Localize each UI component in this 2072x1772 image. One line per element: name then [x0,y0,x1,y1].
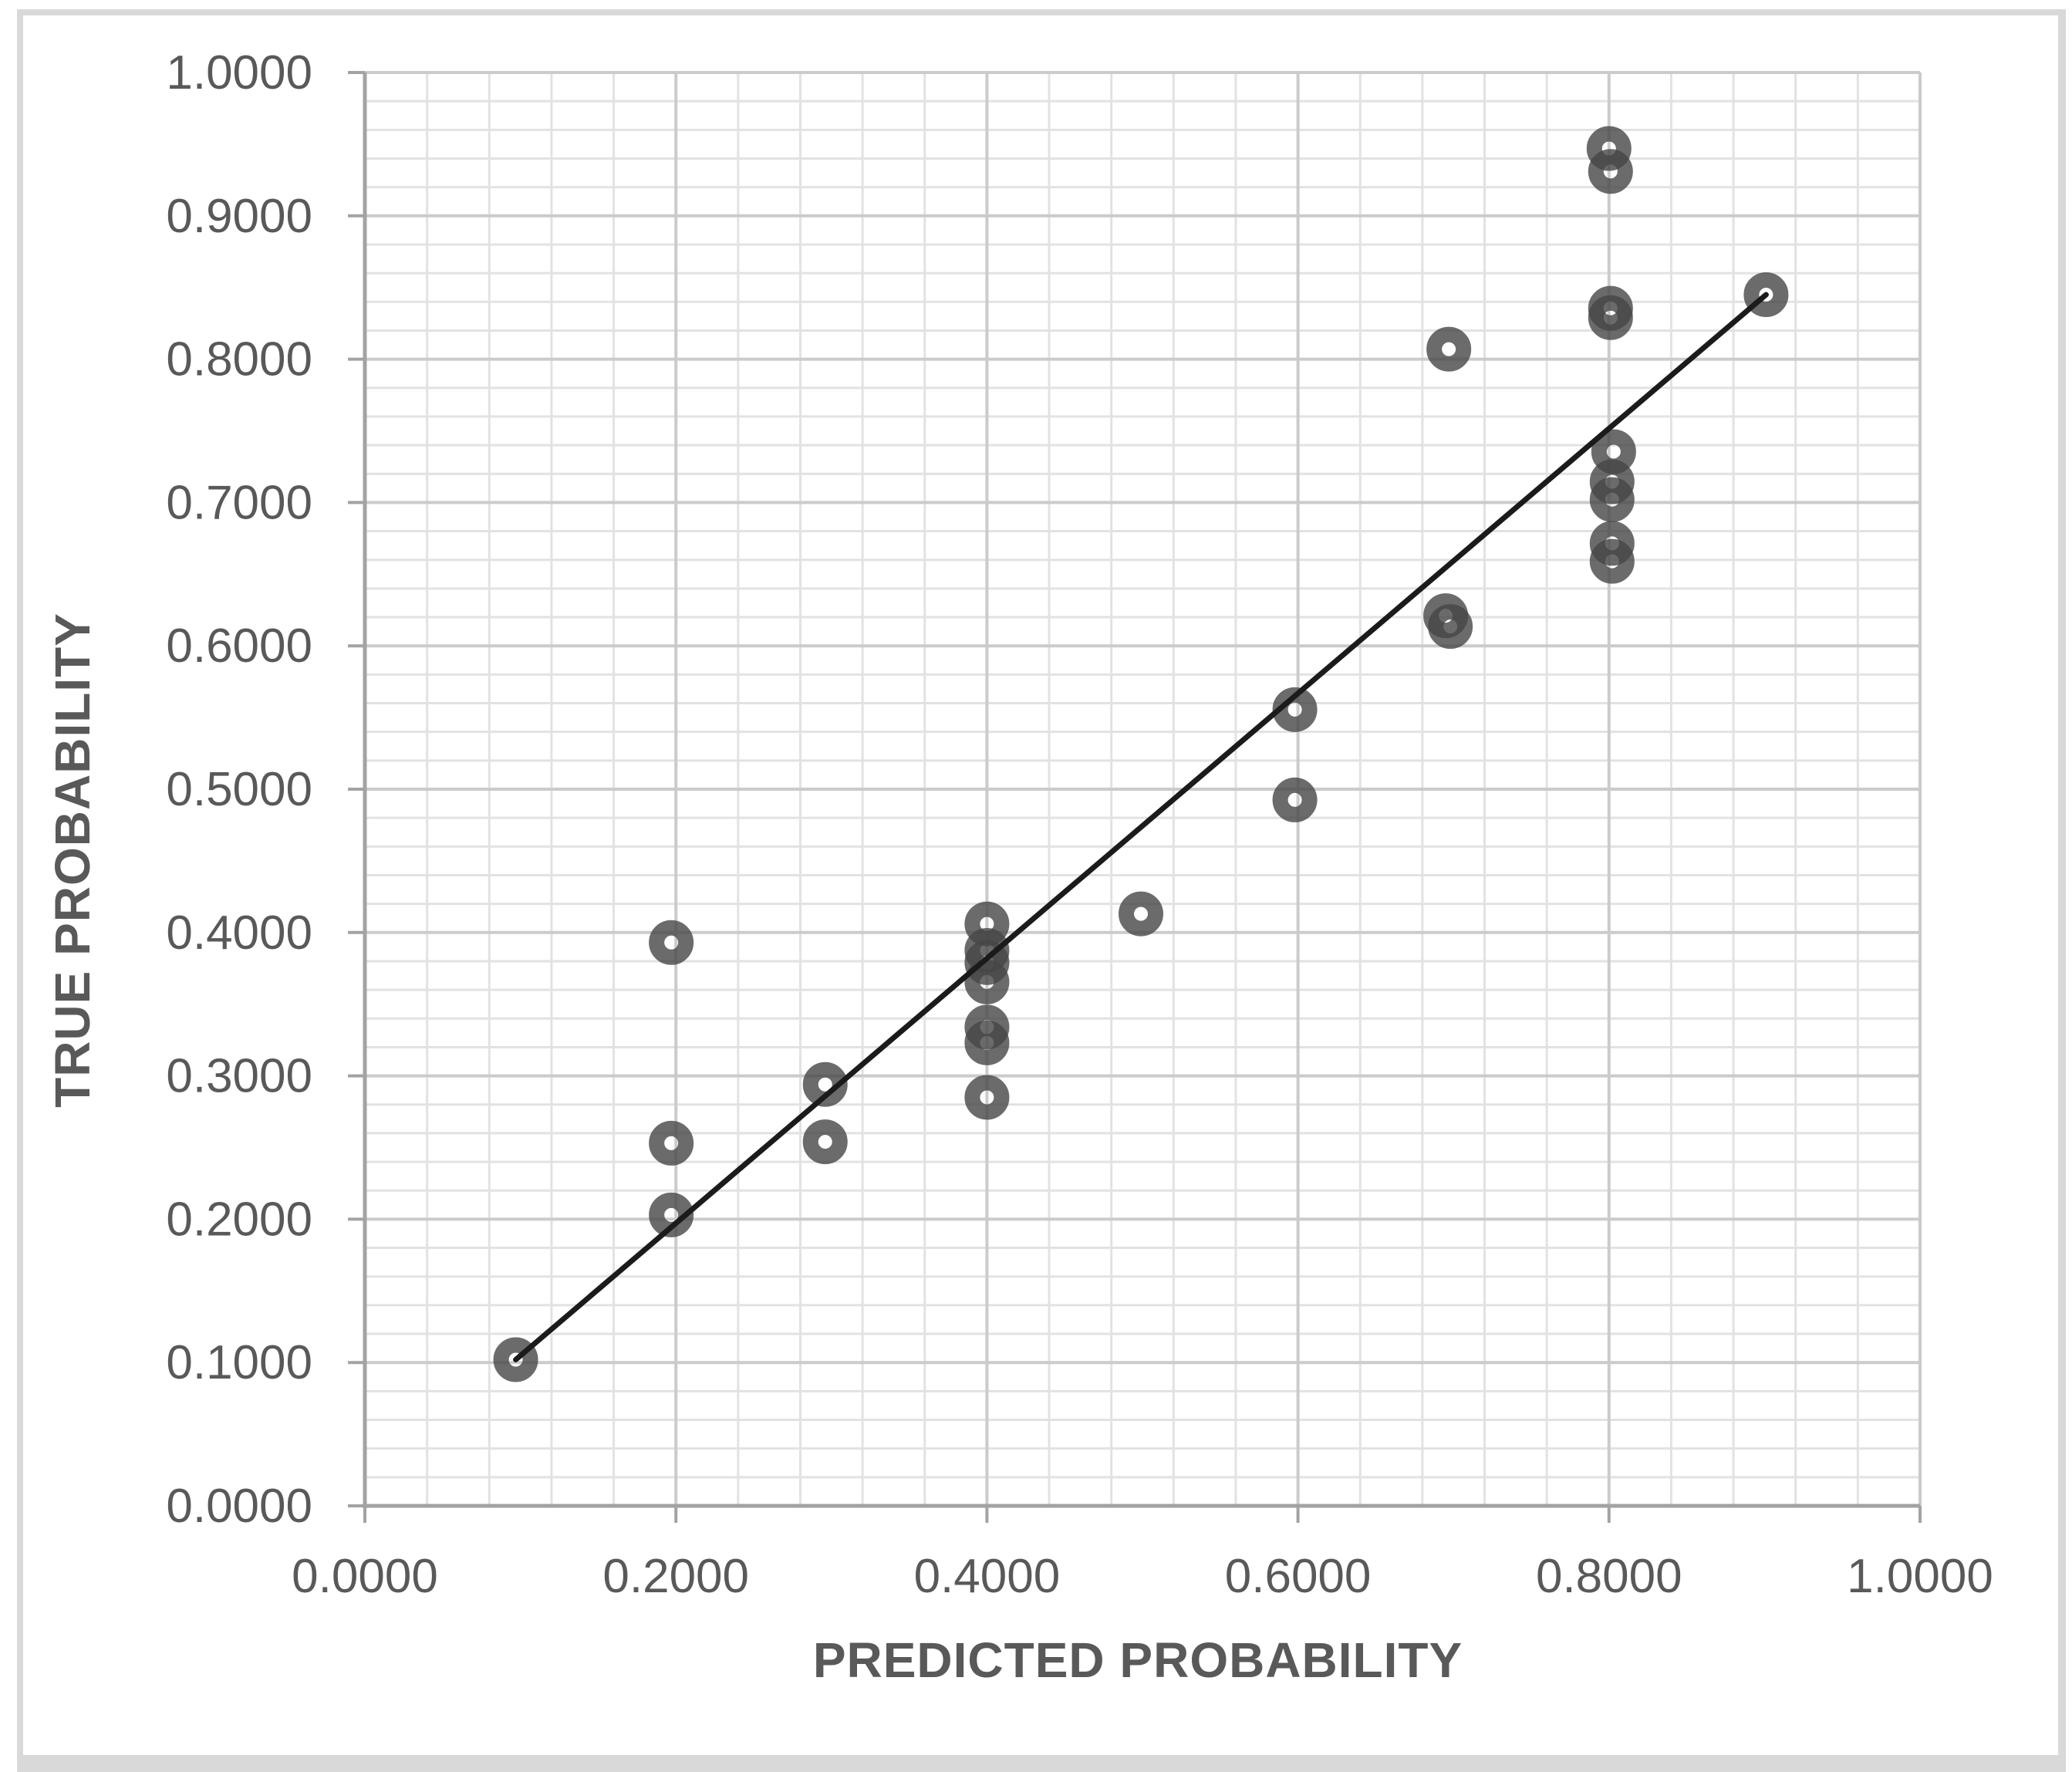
data-point [802,1119,848,1165]
data-points [493,126,1789,1382]
data-point [493,1337,538,1382]
y-tick-label: 0.4000 [166,906,312,960]
data-point [649,1120,694,1166]
axes [348,71,1922,1523]
data-point [1426,326,1472,372]
data-point [964,959,1010,1004]
data-point [1118,891,1163,937]
data-point [1743,272,1789,317]
x-tick-label: 0.0000 [292,1550,438,1603]
data-point [649,920,694,965]
data-point [1589,538,1635,584]
x-tick-label: 0.6000 [1225,1550,1372,1603]
data-point [1589,459,1635,505]
data-point [1588,149,1633,194]
data-point [1589,521,1635,566]
y-tick-label: 0.1000 [166,1336,312,1389]
data-point [964,1075,1010,1120]
y-tick-label: 0.5000 [166,763,312,816]
data-point [964,1020,1010,1065]
y-tick-label: 1.0000 [166,46,312,100]
y-tick-label: 0.7000 [166,476,312,529]
data-point [1272,777,1318,822]
trend-line [513,292,1769,1362]
x-tick-label: 0.4000 [914,1550,1061,1603]
y-tick-label: 0.8000 [166,333,312,386]
y-tick-label: 0.9000 [166,190,312,243]
y-tick-labels: 0.0000 0.1000 0.2000 0.3000 0.4000 0.5000 0.60… [166,46,312,1533]
x-tick-label: 0.8000 [1536,1550,1682,1603]
x-tick-labels: 0.0000 0.2000 0.4000 0.6000 0.8000 1.0000 [292,1550,1993,1603]
data-point [1428,604,1473,650]
y-tick-label: 0.6000 [166,619,312,673]
data-point [1588,295,1633,340]
y-axis-title: TRUE PROBABILITY [45,613,100,1108]
y-tick-label: 0.0000 [166,1480,312,1533]
x-tick-label: 0.2000 [602,1550,749,1603]
y-tick-label: 0.3000 [166,1050,312,1103]
x-tick-label: 1.0000 [1847,1550,1993,1603]
y-tick-label: 0.2000 [166,1193,312,1246]
data-point [1589,477,1635,522]
data-point [964,940,1010,985]
x-axis-title: PREDICTED PROBABILITY [812,1632,1463,1688]
